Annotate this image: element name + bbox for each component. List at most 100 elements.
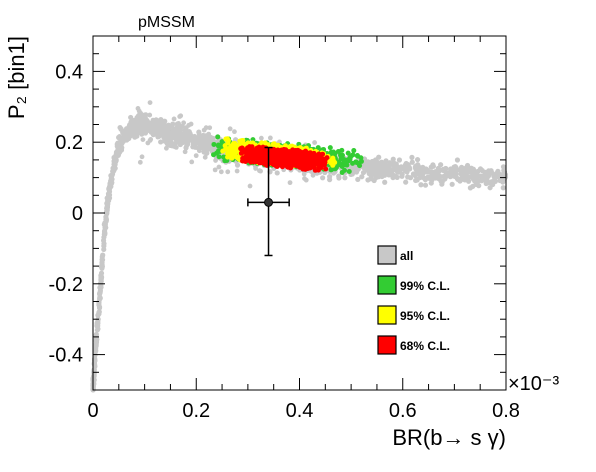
scatter-point-99-c-l-: [342, 167, 348, 173]
scatter-point-all: [359, 174, 365, 180]
scatter-point-all: [403, 179, 409, 185]
scatter-point-all: [98, 278, 104, 284]
x-multiplier: ×10⁻³: [508, 373, 559, 395]
scatter-point-all: [203, 125, 209, 131]
scatter-point-99-c-l-: [330, 149, 336, 155]
scatter-point-all: [443, 165, 449, 172]
scatter-point-all: [498, 171, 504, 178]
scatter-point-68-c-l-: [318, 164, 324, 170]
scatter-point-all: [171, 116, 177, 122]
axis-ticks: [92, 35, 507, 391]
scatter-point-all: [101, 231, 108, 237]
scatter-point-all: [116, 134, 122, 141]
scatter-point-all: [193, 153, 199, 159]
scatter-point-all: [104, 203, 111, 209]
scatter-point-all: [96, 309, 102, 315]
x-tick-label: 0.2: [182, 400, 210, 422]
scatter-point-all: [418, 182, 424, 188]
scatter-point-all: [415, 163, 422, 170]
scatter-point-all: [114, 151, 121, 158]
scatter-point-99-c-l-: [215, 134, 221, 140]
scatter-point-all: [102, 223, 108, 230]
scatter-point-all: [382, 179, 388, 185]
scatter-point-99-c-l-: [221, 154, 227, 160]
scatter-point-all: [103, 215, 109, 222]
scatter-point-all: [501, 167, 507, 174]
scatter-point-68-c-l-: [271, 152, 277, 158]
scatter-point-all: [476, 183, 482, 189]
scatter-point-all: [140, 137, 146, 143]
scatter-point-68-c-l-: [309, 161, 315, 167]
scatter-point-all: [413, 177, 419, 184]
scatter-point-all: [432, 169, 438, 175]
scatter-point-all: [454, 157, 461, 163]
x-tick-label: 0.8: [492, 400, 520, 422]
scatter-point-all: [196, 132, 203, 138]
scatter-point-all: [442, 176, 448, 182]
scatter-point-68-c-l-: [254, 156, 260, 162]
legend-swatch: [377, 245, 397, 265]
scatter-point-95-c-l-: [229, 144, 235, 150]
measurement-point: [247, 146, 290, 257]
scatter-point-99-c-l-: [347, 155, 353, 161]
scatter-point-all: [147, 112, 153, 118]
scatter-point-all: [492, 174, 499, 180]
scatter-point-68-c-l-: [238, 150, 244, 156]
scatter-point-all: [320, 175, 326, 181]
scatter-point-all: [366, 171, 372, 177]
scatter-point-all: [167, 143, 173, 149]
scatter-point-all: [184, 143, 189, 149]
scatter-point-95-c-l-: [232, 140, 238, 146]
scatter-point-68-c-l-: [263, 151, 269, 157]
scatter-point-all: [209, 146, 215, 152]
scatter-point-99-c-l-: [351, 148, 357, 154]
scatter-point-99-c-l-: [216, 154, 222, 160]
scatter-point-all: [360, 169, 367, 176]
scatter-point-all: [98, 270, 105, 276]
scatter-point-all: [420, 168, 426, 174]
scatter-point-all: [93, 331, 99, 338]
scatter-point-all: [258, 168, 263, 174]
scatter-point-all: [112, 165, 118, 171]
scatter-point-all: [171, 132, 177, 138]
scatter-point-95-c-l-: [330, 155, 336, 161]
scatter-point-all: [414, 168, 420, 174]
scatter-point-all: [185, 130, 190, 135]
scatter-point-all: [206, 131, 212, 137]
scatter-point-all: [97, 291, 103, 297]
scatter-point-95-c-l-: [220, 148, 226, 154]
scatter-point-all: [212, 167, 218, 173]
legend-swatch: [377, 305, 397, 325]
scatter-point-all: [227, 126, 233, 132]
scatter-point-all: [444, 170, 450, 176]
legend-label: 99% C.L.: [400, 279, 450, 293]
scatter-point-all: [182, 149, 188, 155]
scatter-point-all: [396, 157, 403, 163]
scatter-point-99-c-l-: [350, 160, 356, 166]
scatter-point-all: [147, 100, 153, 106]
scatter-point-68-c-l-: [309, 155, 315, 161]
scatter-point-all: [462, 165, 468, 172]
scatter-point-all: [158, 139, 164, 145]
scatter-point-all: [163, 145, 169, 151]
scatter-point-all: [258, 135, 264, 141]
scatter-point-68-c-l-: [245, 145, 251, 151]
scatter-point-all: [123, 133, 130, 140]
scatter-point-all: [150, 117, 156, 123]
scatter-point-all: [371, 165, 378, 171]
scatter-point-all: [107, 180, 114, 186]
scatter-point-all: [100, 237, 107, 244]
scatter-point-all: [93, 338, 99, 344]
scatter-point-all: [139, 154, 145, 160]
scatter-point-all: [274, 170, 280, 176]
scatter-point-all: [117, 124, 123, 131]
y-tick-label: 0.2: [55, 132, 83, 154]
scatter-point-all: [190, 136, 196, 142]
scatter-point-all: [422, 182, 429, 188]
scatter-point-all: [405, 162, 411, 168]
scatter-point-all: [162, 135, 168, 142]
scatter-point-all: [191, 142, 197, 148]
scatter-point-all: [477, 166, 484, 172]
scatter-point-all: [95, 321, 101, 327]
